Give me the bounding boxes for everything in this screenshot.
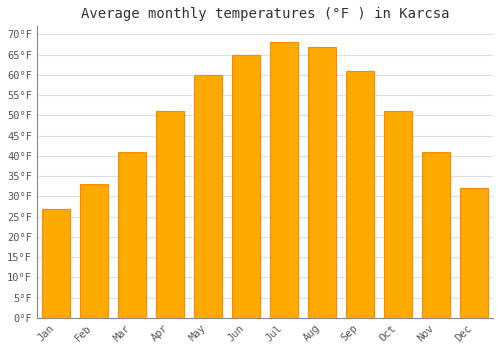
Bar [156, 111, 184, 318]
Bar [194, 75, 222, 318]
Bar [232, 55, 260, 318]
Bar [80, 184, 108, 318]
Bar [384, 111, 412, 318]
Bar [270, 42, 298, 318]
Bar [118, 152, 146, 318]
Bar [42, 209, 70, 318]
Bar [308, 47, 336, 318]
Title: Average monthly temperatures (°F ) in Karcsa: Average monthly temperatures (°F ) in Ka… [80, 7, 449, 21]
Bar [460, 188, 488, 318]
Bar [346, 71, 374, 318]
Bar [422, 152, 450, 318]
